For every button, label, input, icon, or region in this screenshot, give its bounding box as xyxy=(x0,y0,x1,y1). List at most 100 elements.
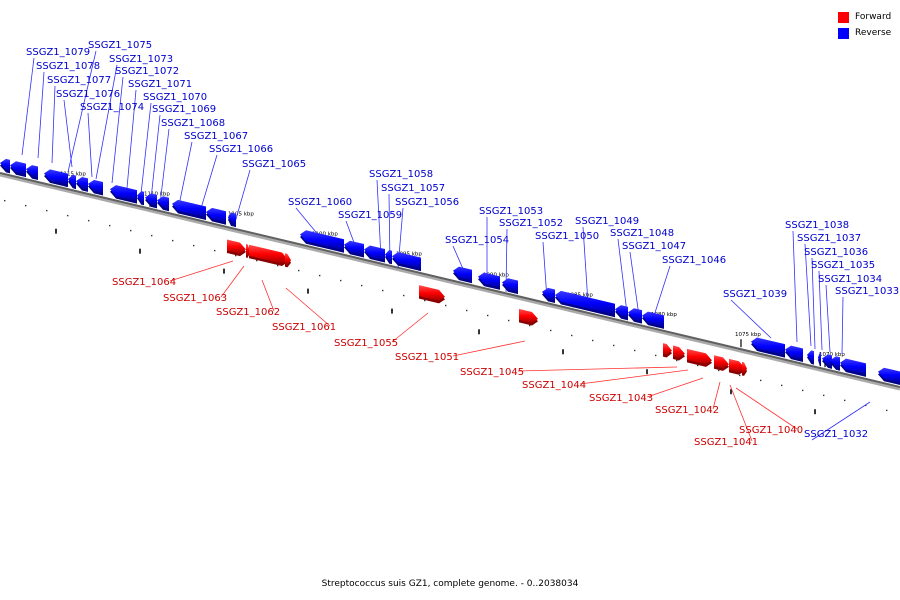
gene-arrow-ssgz1-1063 xyxy=(246,243,250,258)
gene-arrow-body xyxy=(137,191,144,203)
scale-dot xyxy=(697,364,699,367)
gene-arrow-body xyxy=(364,245,385,261)
leader-line xyxy=(825,284,831,353)
gene-label-ssgz1-1067: SSGZ1_1067 xyxy=(184,131,248,142)
tick-label: 1095 kbp xyxy=(396,252,422,258)
gene-arrow-body xyxy=(285,253,291,265)
tick-label: 1085 kbp xyxy=(567,292,593,298)
leader-line xyxy=(629,251,640,317)
scale-dot xyxy=(109,224,111,227)
gene-label-ssgz1-1033: SSGZ1_1033 xyxy=(835,286,899,297)
gene-arrow-body xyxy=(44,169,68,185)
scale-dot xyxy=(676,359,678,362)
scale-dot xyxy=(781,384,783,387)
gene-arrow-body xyxy=(542,287,555,301)
gene-label-ssgz1-1077: SSGZ1_1077 xyxy=(47,75,111,86)
leader-line xyxy=(295,207,321,238)
leader-line xyxy=(735,387,798,430)
gene-arrow-body xyxy=(10,161,26,175)
gene-label-ssgz1-1048: SSGZ1_1048 xyxy=(610,228,674,239)
gene-arrow-ssgz1-1074 xyxy=(76,176,88,192)
gene-arrow-ssgz1-1032 xyxy=(878,367,900,386)
gene-arrow-ssgz1-1045 xyxy=(663,343,672,358)
scale-dot xyxy=(4,199,6,202)
genome-caption: Streptococcus suis GZ1, complete genome.… xyxy=(321,579,579,589)
scale-dot xyxy=(235,254,237,257)
gene-label-ssgz1-1078: SSGZ1_1078 xyxy=(36,61,100,72)
gene-arrow-ssgz1-1039 xyxy=(751,337,785,358)
scale-dot xyxy=(403,294,405,297)
scale-dot xyxy=(550,329,552,332)
gene-label-ssgz1-1036: SSGZ1_1036 xyxy=(804,247,868,258)
gene-arrow-body xyxy=(714,355,729,369)
gene-arrow-ssgz1-1069 xyxy=(157,196,169,212)
gene-arrow-body xyxy=(206,207,226,223)
tick-label: 1090 kbp xyxy=(483,272,509,278)
scale-dot xyxy=(214,249,216,252)
scale-dot xyxy=(655,354,657,357)
gene-label-ssgz1-1064: SSGZ1_1064 xyxy=(112,277,176,288)
scale-dot xyxy=(865,404,867,407)
leader-line xyxy=(841,296,844,355)
leader-line xyxy=(51,85,56,164)
gene-label-ssgz1-1074: SSGZ1_1074 xyxy=(80,102,144,113)
gene-arrow-body xyxy=(519,308,538,324)
gene-arrow-ssgz1-1037 xyxy=(807,350,814,365)
tick-label: 1115 kbp xyxy=(60,172,86,178)
tick-label: 1080 kbp xyxy=(651,312,677,318)
leader-line xyxy=(261,279,275,312)
scale-ticks: 1115 kbp 1110 kbp 1105 kbp 1100 kbp 1095 kbp… xyxy=(4,172,888,415)
scale-dot xyxy=(844,399,846,402)
gene-arrow-ssgz1-1067 xyxy=(206,207,226,225)
scale-dot xyxy=(340,279,342,282)
gene-label-ssgz1-1079: SSGZ1_1079 xyxy=(26,47,90,58)
leader-line xyxy=(140,102,152,195)
gene-arrow-ssgz1-1041 xyxy=(729,358,745,375)
scale-dot xyxy=(718,369,720,372)
gene-label-ssgz1-1076: SSGZ1_1076 xyxy=(56,89,120,100)
gene-arrow-body xyxy=(555,290,615,315)
leader-line xyxy=(729,384,753,442)
leader-line xyxy=(452,340,526,357)
leader-line xyxy=(818,270,823,351)
gene-label-ssgz1-1075: SSGZ1_1075 xyxy=(88,40,152,51)
gene-label-ssgz1-1039: SSGZ1_1039 xyxy=(723,289,787,300)
gene-arrow-ssgz1-1035 xyxy=(822,354,832,369)
reverse-swatch xyxy=(838,27,849,39)
legend-forward: Forward xyxy=(838,9,891,25)
gene-label-ssgz1-1073: SSGZ1_1073 xyxy=(109,54,173,65)
gene-arrow-ssgz1-1073 xyxy=(88,179,103,196)
gene-arrow-ssgz1-1052 xyxy=(502,278,518,295)
leader-line xyxy=(111,76,124,184)
gene-label-ssgz1-1061: SSGZ1_1061 xyxy=(272,322,336,333)
scale-dot xyxy=(613,344,615,347)
leader-line xyxy=(87,112,93,178)
gene-arrow-ssgz1-1058 xyxy=(364,245,385,263)
gene-arrow-body xyxy=(818,352,821,364)
legend-forward-label: Forward xyxy=(855,12,892,22)
gene-arrow-ssgz1-1033 xyxy=(840,358,866,377)
gene-label-ssgz1-1063: SSGZ1_1063 xyxy=(163,293,227,304)
gene-arrow-ssgz1-1047 xyxy=(628,308,642,324)
gene-label-ssgz1-1046: SSGZ1_1046 xyxy=(662,255,726,266)
genome-backbone xyxy=(0,172,900,391)
gene-arrow-ssgz1-1036 xyxy=(818,352,821,367)
scale-dot xyxy=(130,229,132,232)
gene-label-ssgz1-1045: SSGZ1_1045 xyxy=(460,367,524,378)
leader-line xyxy=(198,154,218,216)
leader-line xyxy=(792,230,798,343)
gene-arrow-body xyxy=(453,266,472,281)
leader-line xyxy=(37,71,45,159)
gene-arrow-body xyxy=(230,213,236,225)
scale-dot xyxy=(277,264,279,267)
leader-line xyxy=(651,265,671,323)
scale-dot xyxy=(823,394,825,397)
gene-label-ssgz1-1040: SSGZ1_1040 xyxy=(739,425,803,436)
gene-arrow-ssgz1-1076 xyxy=(44,169,68,188)
gene-label-ssgz1-1037: SSGZ1_1037 xyxy=(797,233,861,244)
leader-line xyxy=(579,369,689,385)
gene-label-ssgz1-1068: SSGZ1_1068 xyxy=(161,118,225,129)
tick-label: 1110 kbp xyxy=(144,192,170,198)
gene-arrow-body xyxy=(344,240,364,256)
gene-label-ssgz1-1042: SSGZ1_1042 xyxy=(655,405,719,416)
